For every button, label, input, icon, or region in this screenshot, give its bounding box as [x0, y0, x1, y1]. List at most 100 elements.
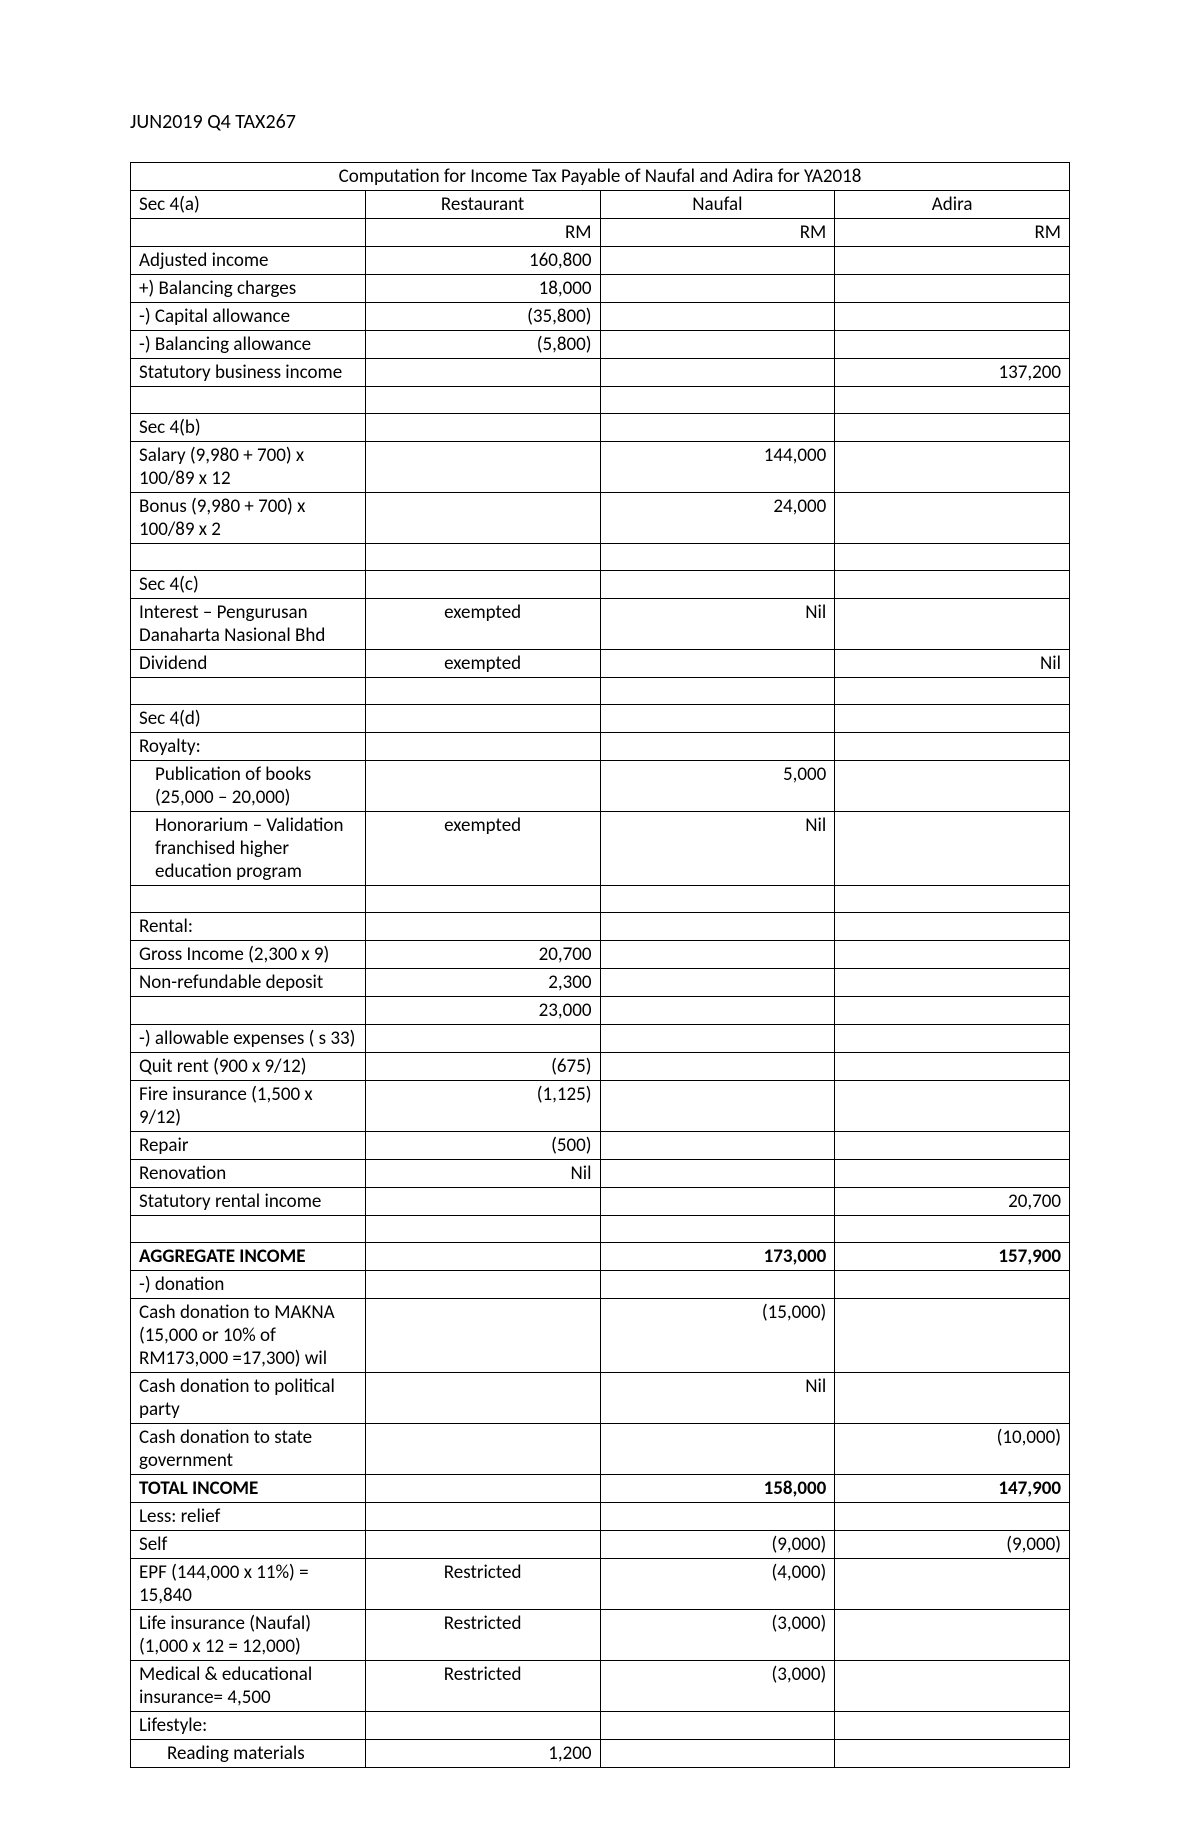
- header-restaurant: Restaurant: [365, 191, 600, 219]
- cell-description: [131, 387, 366, 414]
- cell-restaurant: [365, 1299, 600, 1373]
- table-row: Adjusted income160,800: [131, 247, 1070, 275]
- cell-adira: [835, 812, 1070, 886]
- cell-adira: [835, 1712, 1070, 1740]
- cell-description: -) allowable expenses ( s 33): [131, 1025, 366, 1053]
- table-row: Lifestyle:: [131, 1712, 1070, 1740]
- cell-description: +) Balancing charges: [131, 275, 366, 303]
- table-row: Repair(500): [131, 1132, 1070, 1160]
- cell-description: Repair: [131, 1132, 366, 1160]
- cell-description: Cash donation to MAKNA (15,000 or 10% of…: [131, 1299, 366, 1373]
- cell-description: [131, 1216, 366, 1243]
- document-title: JUN2019 Q4 TAX267: [130, 110, 1070, 134]
- table-unit-row: RM RM RM: [131, 219, 1070, 247]
- cell-restaurant: exempted: [365, 650, 600, 678]
- cell-description: Rental:: [131, 913, 366, 941]
- cell-description: Bonus (9,980 + 700) x 100/89 x 2: [131, 493, 366, 544]
- table-row: TOTAL INCOME158,000147,900: [131, 1475, 1070, 1503]
- cell-description: -) Balancing allowance: [131, 331, 366, 359]
- cell-adira: [835, 1740, 1070, 1768]
- cell-restaurant: [365, 359, 600, 387]
- cell-naufal: Nil: [600, 1373, 835, 1424]
- cell-adira: 20,700: [835, 1188, 1070, 1216]
- cell-naufal: [600, 1424, 835, 1475]
- table-row: [131, 544, 1070, 571]
- cell-description: Medical & educational insurance= 4,500: [131, 1661, 366, 1712]
- cell-adira: [835, 544, 1070, 571]
- cell-naufal: [600, 331, 835, 359]
- cell-adira: [835, 1053, 1070, 1081]
- cell-naufal: 5,000: [600, 761, 835, 812]
- cell-adira: [835, 997, 1070, 1025]
- cell-description: Sec 4(d): [131, 705, 366, 733]
- cell-adira: [835, 1216, 1070, 1243]
- table-row: [131, 1216, 1070, 1243]
- table-row: [131, 886, 1070, 913]
- cell-adira: [835, 705, 1070, 733]
- cell-restaurant: [365, 678, 600, 705]
- cell-restaurant: [365, 442, 600, 493]
- cell-naufal: [600, 1025, 835, 1053]
- cell-adira: [835, 678, 1070, 705]
- table-row: RenovationNil: [131, 1160, 1070, 1188]
- cell-adira: [835, 1160, 1070, 1188]
- cell-description: Lifestyle:: [131, 1712, 366, 1740]
- cell-restaurant: 1,200: [365, 1740, 600, 1768]
- cell-restaurant: [365, 913, 600, 941]
- cell-description: Honorarium – Validation franchised highe…: [131, 812, 366, 886]
- cell-naufal: Nil: [600, 812, 835, 886]
- cell-naufal: 158,000: [600, 1475, 835, 1503]
- cell-naufal: [600, 303, 835, 331]
- cell-adira: [835, 886, 1070, 913]
- table-row: Less: relief: [131, 1503, 1070, 1531]
- cell-adira: [835, 442, 1070, 493]
- cell-restaurant: Nil: [365, 1160, 600, 1188]
- cell-restaurant: [365, 1271, 600, 1299]
- cell-restaurant: (500): [365, 1132, 600, 1160]
- cell-naufal: [600, 1271, 835, 1299]
- cell-naufal: [600, 969, 835, 997]
- cell-adira: [835, 969, 1070, 997]
- cell-naufal: [600, 387, 835, 414]
- cell-naufal: [600, 705, 835, 733]
- unit-desc: [131, 219, 366, 247]
- cell-restaurant: [365, 886, 600, 913]
- table-row: Publication of books (25,000 – 20,000)5,…: [131, 761, 1070, 812]
- table-row: Salary (9,980 + 700) x 100/89 x 12144,00…: [131, 442, 1070, 493]
- unit-restaurant: RM: [365, 219, 600, 247]
- cell-naufal: [600, 913, 835, 941]
- table-row: -) allowable expenses ( s 33): [131, 1025, 1070, 1053]
- unit-naufal: RM: [600, 219, 835, 247]
- cell-description: Non-refundable deposit: [131, 969, 366, 997]
- table-row: [131, 387, 1070, 414]
- table-row: Sec 4(d): [131, 705, 1070, 733]
- cell-restaurant: (675): [365, 1053, 600, 1081]
- cell-adira: [835, 1025, 1070, 1053]
- cell-adira: [835, 941, 1070, 969]
- cell-restaurant: 18,000: [365, 275, 600, 303]
- table-row: Medical & educational insurance= 4,500Re…: [131, 1661, 1070, 1712]
- cell-description: Adjusted income: [131, 247, 366, 275]
- cell-restaurant: [365, 733, 600, 761]
- table-row: Rental:: [131, 913, 1070, 941]
- cell-restaurant: [365, 493, 600, 544]
- cell-adira: [835, 599, 1070, 650]
- cell-restaurant: [365, 1216, 600, 1243]
- cell-naufal: [600, 997, 835, 1025]
- cell-naufal: [600, 1216, 835, 1243]
- table-row: AGGREGATE INCOME173,000157,900: [131, 1243, 1070, 1271]
- cell-naufal: [600, 571, 835, 599]
- cell-adira: [835, 1661, 1070, 1712]
- cell-restaurant: [365, 571, 600, 599]
- table-row: Fire insurance (1,500 x 9/12)(1,125): [131, 1081, 1070, 1132]
- cell-description: Gross Income (2,300 x 9): [131, 941, 366, 969]
- cell-adira: 157,900: [835, 1243, 1070, 1271]
- cell-description: Dividend: [131, 650, 366, 678]
- cell-adira: [835, 1559, 1070, 1610]
- cell-naufal: (9,000): [600, 1531, 835, 1559]
- tax-computation-table: Computation for Income Tax Payable of Na…: [130, 162, 1070, 1768]
- table-row: Non-refundable deposit2,300: [131, 969, 1070, 997]
- cell-restaurant: exempted: [365, 599, 600, 650]
- cell-description: Salary (9,980 + 700) x 100/89 x 12: [131, 442, 366, 493]
- cell-adira: 147,900: [835, 1475, 1070, 1503]
